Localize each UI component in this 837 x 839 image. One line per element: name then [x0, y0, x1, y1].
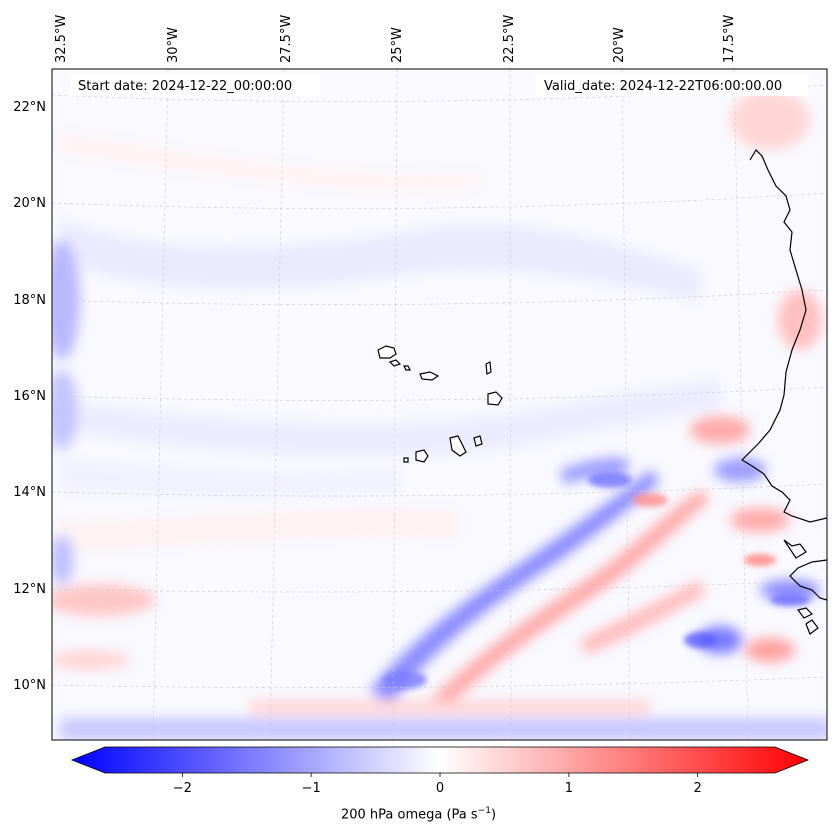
- lat-label: 22°N: [13, 100, 46, 115]
- colorbar-ticks: −2 −1 0 1 2: [173, 773, 702, 796]
- colorbar-tick-label: 0: [436, 781, 444, 796]
- start-date-text: Start date: 2024-12-22_00:00:00: [78, 79, 292, 94]
- valid-date-box: [536, 74, 808, 96]
- santo-antao-island: [377, 345, 397, 359]
- fogo-island: [415, 449, 429, 463]
- start-date-box: [70, 74, 320, 96]
- lon-label: 17.5°W: [722, 15, 737, 63]
- omega-field-detail: [383, 472, 810, 689]
- colorbar-tick-label: −1: [302, 781, 321, 796]
- lat-label: 20°N: [13, 196, 46, 211]
- lat-label: 14°N: [13, 485, 46, 500]
- colorbar-title-close: ): [490, 807, 497, 823]
- cape-verde-islands: [377, 345, 503, 463]
- longitude-labels: 32.5°W 30°W 27.5°W 25°W 22.5°W 20°W 17.5…: [54, 15, 737, 63]
- lat-label: 16°N: [13, 389, 46, 404]
- lon-label: 20°W: [612, 27, 627, 63]
- lat-label: 10°N: [13, 678, 46, 693]
- latitude-labels: 22°N 20°N 18°N 16°N 14°N 12°N 10°N: [13, 100, 46, 693]
- colorbar: −2 −1 0 1 2: [70, 746, 810, 796]
- boa-vista-island: [487, 391, 503, 406]
- colorbar-bar: [70, 746, 810, 774]
- africa-coast-south: [789, 559, 827, 601]
- colorbar-tick-label: 2: [694, 781, 702, 796]
- lon-label: 25°W: [390, 27, 405, 63]
- colorbar-title-sup: −1: [477, 806, 491, 816]
- map-panel: [52, 69, 827, 740]
- colorbar-tick-label: −2: [173, 781, 192, 796]
- colorbar-title-text: 200 hPa omega (Pa s: [340, 807, 478, 823]
- santiago-island: [449, 435, 467, 457]
- lat-label: 18°N: [13, 293, 46, 308]
- colorbar-tick-label: 1: [565, 781, 573, 796]
- map-frame: [51, 68, 828, 741]
- lat-label: 12°N: [13, 582, 46, 597]
- lon-label: 27.5°W: [279, 15, 294, 63]
- lon-label: 32.5°W: [54, 15, 69, 63]
- lon-label: 30°W: [166, 27, 181, 63]
- header-info: Start date: 2024-12-22_00:00:00 Valid_da…: [70, 74, 808, 96]
- lon-label: 22.5°W: [502, 15, 517, 63]
- africa-coast: [741, 149, 827, 523]
- coastline: [741, 149, 827, 635]
- valid-date-text: Valid_date: 2024-12-22T06:00:00.00: [544, 79, 782, 94]
- omega-field: [52, 90, 827, 740]
- gridlines: [52, 69, 827, 740]
- colorbar-title: 200 hPa omega (Pa s−1): [0, 806, 837, 822]
